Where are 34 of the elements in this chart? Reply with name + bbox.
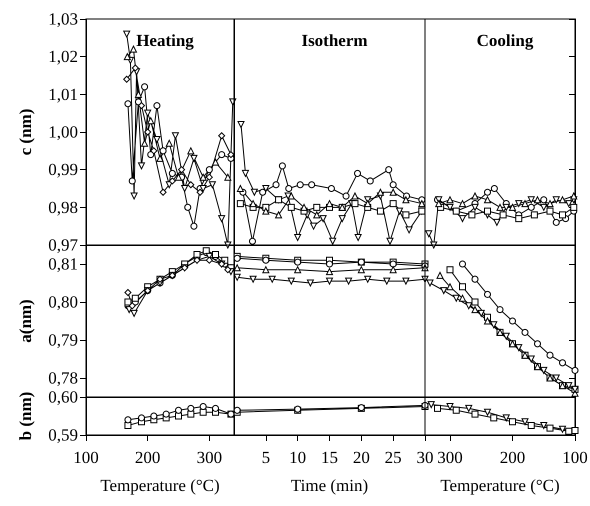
x-tick-label: 25	[384, 448, 402, 467]
y-tick-label: 1,01	[48, 84, 78, 104]
y-tick-label: 0,98	[48, 198, 78, 217]
y-tick-label: 0,97	[48, 236, 78, 254]
x-tick-label: 15	[321, 448, 338, 467]
y-tick-label: 0,59	[48, 426, 78, 444]
text: Cooling	[476, 31, 534, 50]
y-axis-title: b (nm)	[16, 392, 35, 440]
text: Isotherm	[301, 31, 368, 50]
text: Heating	[136, 31, 194, 50]
y-axis-title: a(nm)	[16, 299, 35, 343]
x-tick-label: 20	[352, 448, 370, 467]
x-tick-label: 200	[500, 448, 526, 467]
x-axis-title: Temperature (°C)	[100, 476, 220, 495]
x-axis-title: Temperature (°C)	[440, 476, 560, 495]
x-tick-label: 300	[196, 448, 222, 467]
x-tick-label: 10	[289, 448, 306, 467]
y-tick-label: 0,60	[48, 388, 78, 406]
x-axis-title: Time (min)	[290, 476, 368, 495]
y-tick-label: 1,03	[48, 10, 78, 28]
y-axis-title: c (nm)	[16, 108, 35, 156]
x-tick-label: 300	[437, 448, 463, 467]
y-tick-label: 0,99	[48, 160, 78, 180]
x-tick-label: 100	[562, 448, 588, 467]
y-tick-label: 0,78	[48, 368, 78, 388]
y-tick-label: 0,81	[48, 254, 78, 274]
y-tick-label: 0,80	[48, 292, 78, 312]
x-tick-label: 5	[262, 448, 270, 467]
x-tick-label: 100	[73, 448, 99, 467]
x-tick-label: 30	[416, 448, 434, 467]
y-tick-label: 1,02	[48, 47, 78, 66]
y-tick-label: 0,79	[48, 330, 78, 350]
x-tick-label: 200	[134, 448, 160, 467]
y-tick-label: 1,00	[48, 122, 78, 142]
